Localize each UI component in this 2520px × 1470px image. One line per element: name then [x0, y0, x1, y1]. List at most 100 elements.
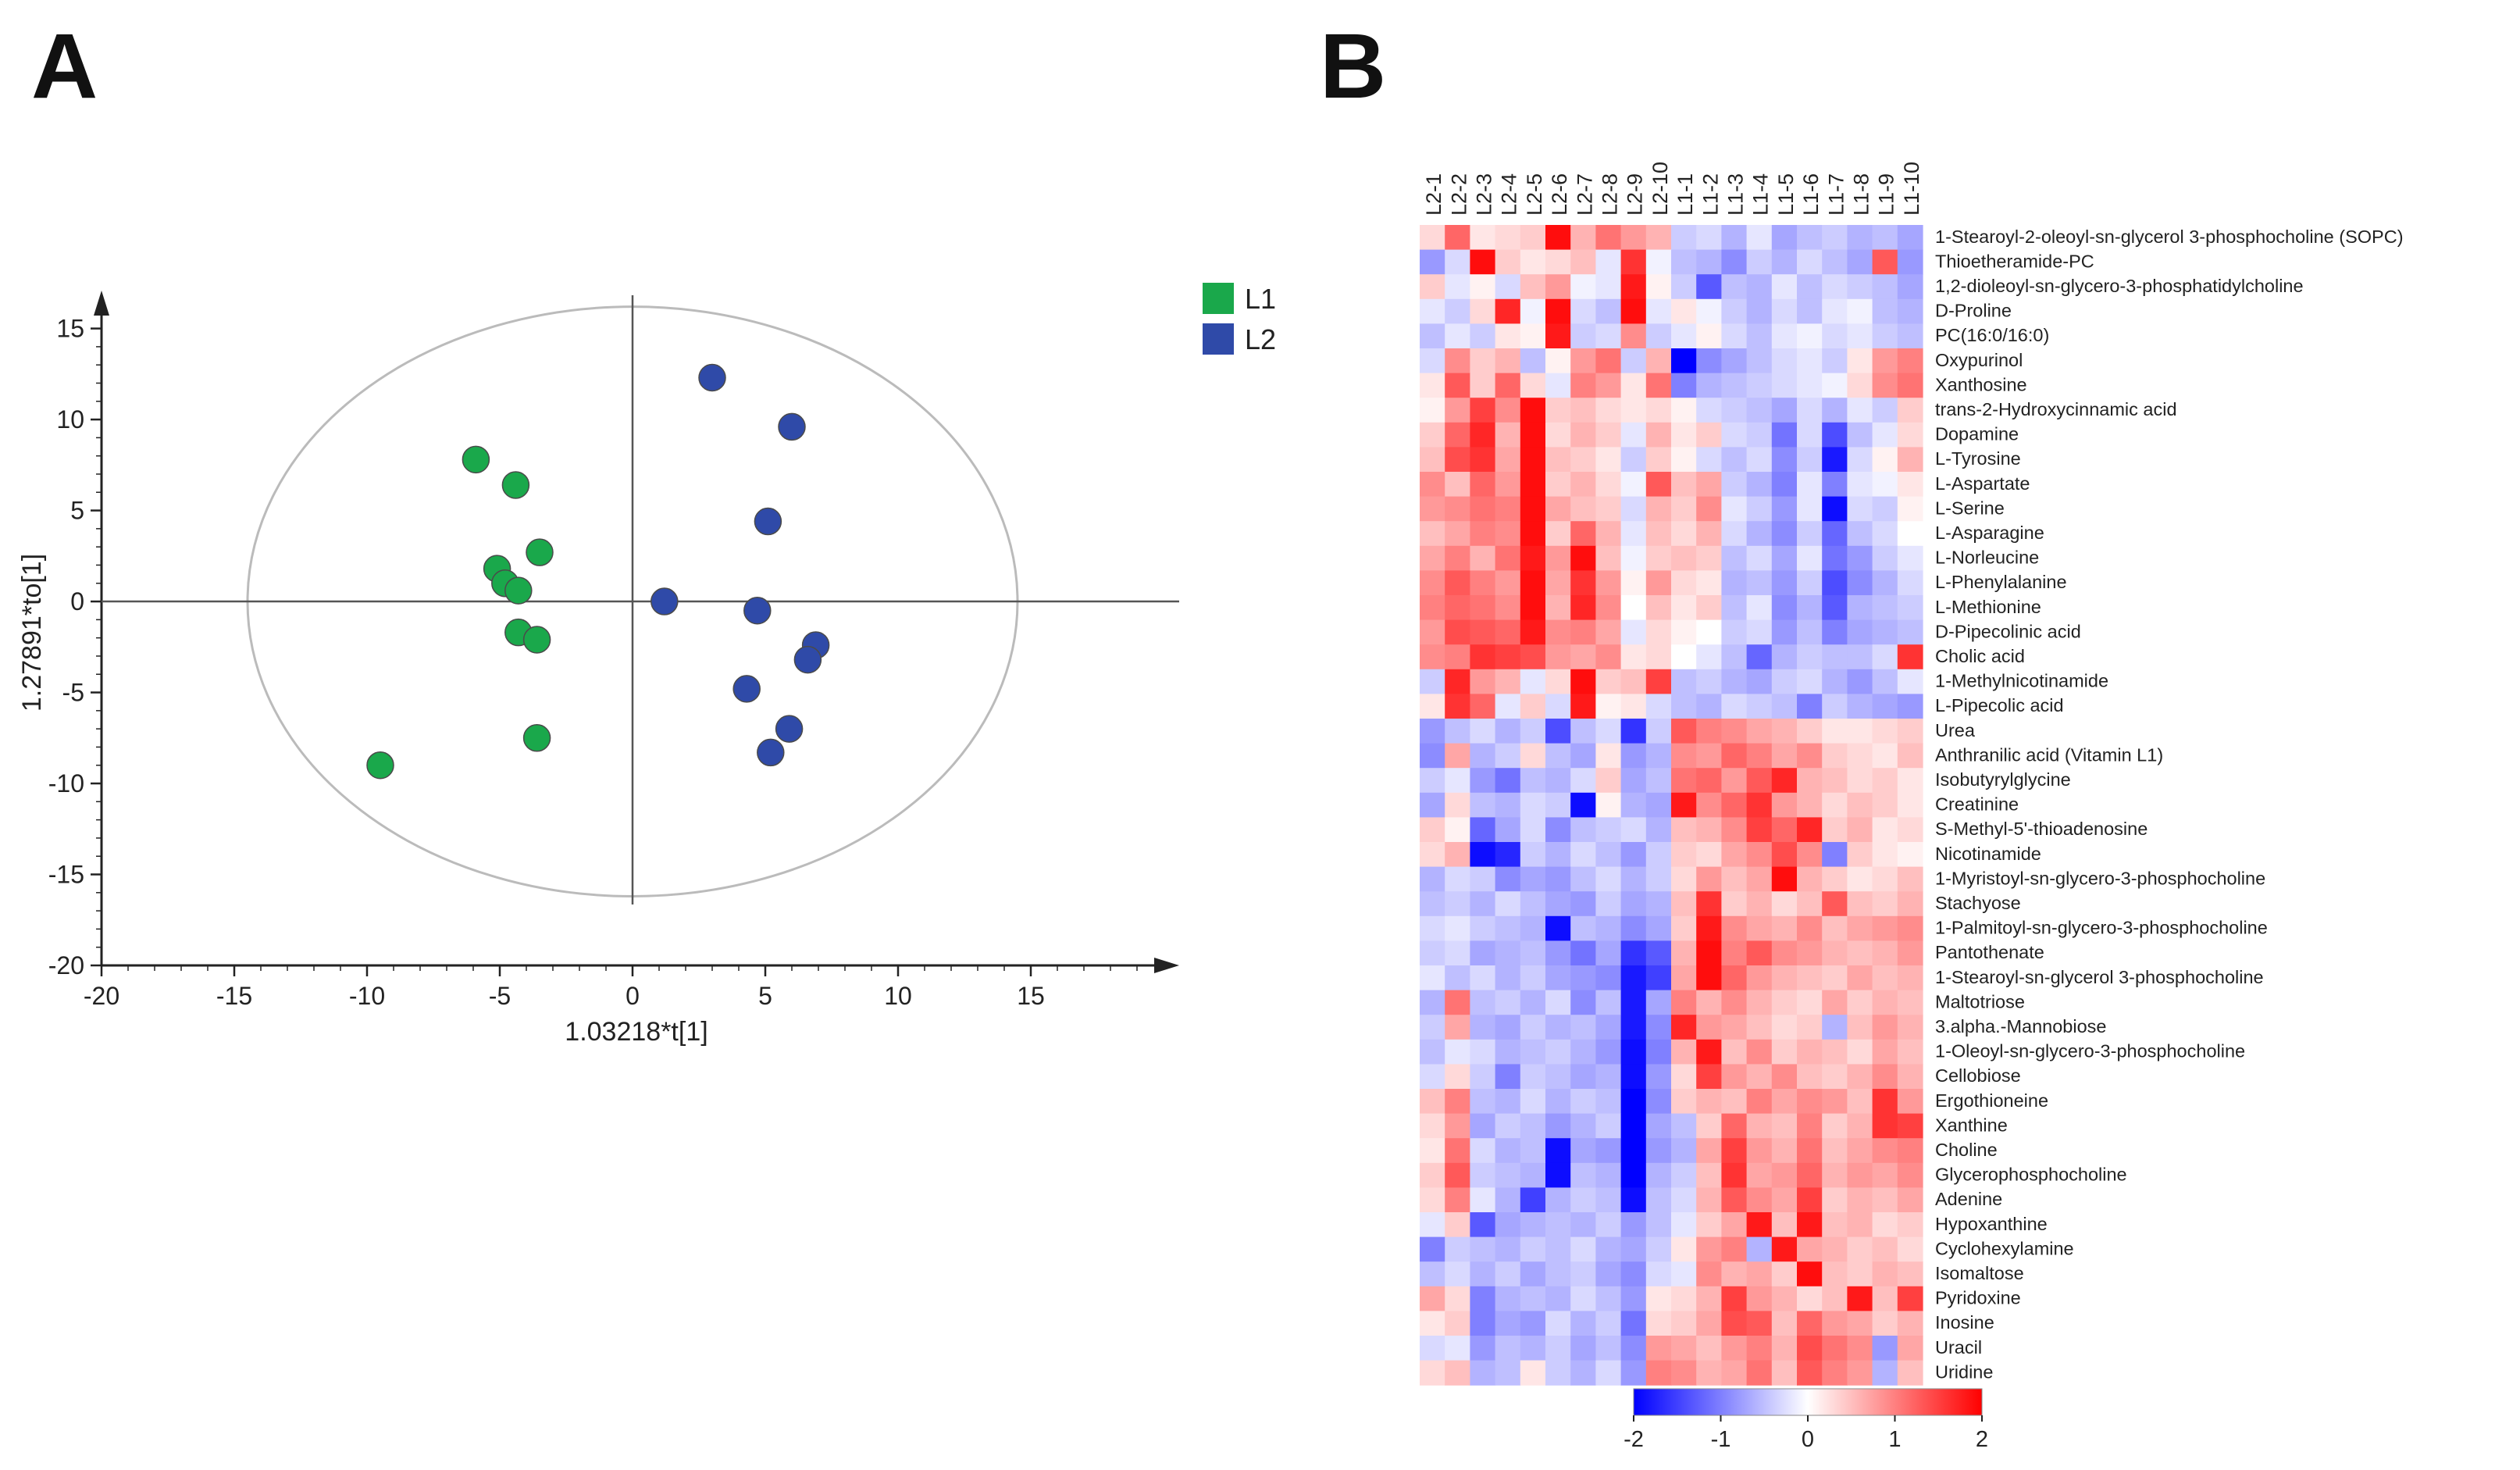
heatmap-cell: [1746, 1336, 1773, 1361]
heatmap-cell: [1420, 348, 1445, 374]
heatmap-cell: [1420, 496, 1445, 522]
heatmap-cell: [1420, 225, 1445, 251]
heatmap-cell: [1470, 743, 1496, 769]
heatmap-cell: [1595, 1039, 1622, 1065]
heatmap-cell: [1570, 915, 1596, 941]
heatmap-cell: [1721, 866, 1748, 892]
heatmap-cell: [1445, 298, 1470, 324]
heatmap-cell: [1495, 1015, 1521, 1040]
heatmap-cell: [1595, 1236, 1622, 1262]
heatmap-cell: [1570, 1089, 1596, 1115]
heatmap-cell: [1746, 644, 1773, 670]
heatmap-cell: [1696, 915, 1722, 941]
heatmap-cell: [1847, 842, 1873, 868]
heatmap-cell: [1495, 521, 1521, 547]
heatmap-cell: [1520, 1187, 1546, 1213]
heatmap-cell: [1897, 348, 1923, 374]
heatmap-cell: [1897, 891, 1923, 917]
heatmap-cell: [1470, 398, 1496, 423]
point-l2: [743, 596, 772, 625]
heatmap-cell: [1847, 1336, 1873, 1361]
heatmap-cell: [1645, 1360, 1672, 1386]
heatmap-cell: [1445, 915, 1470, 941]
heatmap-cell: [1872, 719, 1898, 744]
heatmap-cell: [1746, 225, 1773, 251]
heatmap-cell: [1595, 1015, 1622, 1040]
heatmap-cell: [1822, 743, 1848, 769]
heatmap-cell: [1696, 472, 1722, 498]
heatmap-cell: [1420, 521, 1445, 547]
heatmap-cell: [1495, 792, 1521, 818]
heatmap-cell: [1420, 842, 1445, 868]
y-tick-label: -20: [48, 951, 84, 979]
heatmap-cell: [1797, 1039, 1823, 1065]
heatmap-cell: [1620, 842, 1647, 868]
heatmap-cell: [1671, 1212, 1697, 1238]
heatmap-cell: [1696, 1138, 1722, 1164]
heatmap-cell: [1872, 1311, 1898, 1336]
heatmap-cell: [1872, 1261, 1898, 1287]
heatmap-cell: [1495, 447, 1521, 473]
heatmap-cell: [1797, 1336, 1823, 1361]
heatmap-cell: [1595, 1336, 1622, 1361]
heatmap-cell: [1545, 743, 1571, 769]
heatmap-cell: [1645, 1039, 1672, 1065]
heatmap-cell: [1797, 1064, 1823, 1090]
heatmap-cell: [1721, 915, 1748, 941]
heatmap-cell: [1847, 792, 1873, 818]
heatmap-cell: [1847, 1187, 1873, 1213]
heatmap-cell: [1445, 398, 1470, 423]
y-tick-label: 15: [56, 315, 84, 343]
heatmap-cell: [1872, 990, 1898, 1015]
heatmap-cell: [1822, 768, 1848, 794]
heatmap-cell: [1545, 619, 1571, 645]
heatmap-cell: [1620, 644, 1647, 670]
heatmap-cell: [1470, 619, 1496, 645]
heatmap-cell: [1645, 1336, 1672, 1361]
heatmap-cell: [1570, 570, 1596, 596]
heatmap-cell: [1897, 595, 1923, 621]
heatmap-cell: [1897, 422, 1923, 448]
heatmap-cell: [1570, 225, 1596, 251]
heatmap-cell: [1545, 891, 1571, 917]
y-axis-arrow: [94, 291, 109, 316]
row-label: PC(16:0/16:0): [1935, 325, 2049, 345]
heatmap-cell: [1822, 249, 1848, 275]
heatmap-cell: [1495, 990, 1521, 1015]
heatmap-cell: [1545, 545, 1571, 571]
point-l1: [366, 751, 394, 780]
heatmap-cell: [1721, 1113, 1748, 1139]
heatmap-cell: [1520, 1336, 1546, 1361]
heatmap-cell: [1847, 398, 1873, 423]
heatmap-cell: [1595, 669, 1622, 694]
heatmap-cell: [1645, 866, 1672, 892]
heatmap-cell: [1645, 940, 1672, 966]
heatmap-cell: [1645, 249, 1672, 275]
column-label: L1-6: [1799, 173, 1823, 216]
heatmap-cell: [1420, 545, 1445, 571]
heatmap-cell: [1545, 990, 1571, 1015]
heatmap-cell: [1847, 768, 1873, 794]
heatmap-cell: [1797, 1286, 1823, 1311]
heatmap-cell: [1746, 817, 1773, 843]
heatmap-cell: [1620, 990, 1647, 1015]
heatmap-cell: [1872, 225, 1898, 251]
heatmap-cell: [1721, 940, 1748, 966]
heatmap-cell: [1570, 1162, 1596, 1188]
heatmap-cell: [1595, 595, 1622, 621]
heatmap-cell: [1470, 669, 1496, 694]
heatmap-cell: [1595, 842, 1622, 868]
heatmap-cell: [1495, 225, 1521, 251]
heatmap-column-labels: L2-1 L2-2 L2-3 L2-4 L2-5 L2-6 L2-7 L2-8 L2-9 L2-1…: [1422, 162, 1923, 216]
heatmap-cell: [1520, 545, 1546, 571]
heatmap-cell: [1696, 1113, 1722, 1139]
heatmap-cell: [1595, 570, 1622, 596]
heatmap-cell: [1671, 274, 1697, 300]
heatmap-cell: [1872, 817, 1898, 843]
heatmap-cell: [1620, 1261, 1647, 1287]
heatmap-cell: [1771, 373, 1798, 398]
heatmap-cell: [1545, 866, 1571, 892]
heatmap-cell: [1620, 1212, 1647, 1238]
heatmap-cell: [1872, 743, 1898, 769]
heatmap-cell: [1746, 768, 1773, 794]
